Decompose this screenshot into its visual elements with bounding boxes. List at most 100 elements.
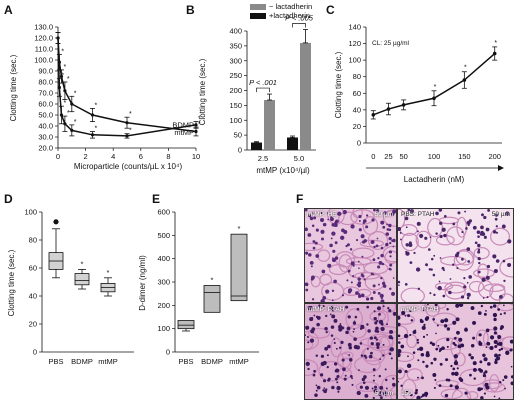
cell-nucleus — [373, 209, 376, 212]
cell-nucleus — [501, 224, 506, 229]
alveolar-wall — [341, 351, 354, 360]
cell-nucleus — [466, 292, 471, 297]
cell-nucleus — [409, 309, 412, 312]
cell-nucleus — [477, 248, 481, 252]
panel-c-point — [462, 78, 467, 82]
cell-nucleus — [398, 369, 402, 374]
cell-nucleus — [355, 291, 359, 295]
alveolar-wall — [310, 275, 321, 288]
panel-a-y-tick-label: 80.0 — [38, 78, 53, 87]
cell-nucleus — [478, 340, 481, 344]
alveolar-wall — [381, 304, 396, 314]
cell-nucleus — [441, 266, 445, 270]
cell-nucleus — [441, 227, 446, 232]
alveolar-wall — [400, 287, 425, 302]
cell-nucleus — [480, 225, 484, 230]
panel-e-box — [230, 233, 248, 302]
panel-a-series-bdmp-point — [194, 129, 198, 134]
cell-nucleus — [332, 249, 336, 253]
cell-nucleus — [452, 320, 457, 325]
cell-nucleus — [480, 396, 484, 399]
cell-nucleus — [386, 228, 390, 231]
cell-nucleus — [380, 296, 383, 300]
cell-nucleus — [470, 306, 475, 310]
cell-nucleus — [419, 233, 424, 238]
cell-nucleus — [419, 318, 423, 322]
cell-nucleus — [507, 263, 512, 268]
cell-nucleus — [445, 358, 449, 362]
cell-nucleus — [307, 367, 310, 371]
panel-a-series-bdmp-point — [59, 74, 64, 79]
cell-nucleus — [331, 385, 335, 390]
cell-nucleus — [360, 234, 365, 239]
panel-b-y-tick-label: 200 — [229, 86, 242, 95]
cell-nucleus — [387, 307, 390, 310]
cell-nucleus — [352, 274, 355, 278]
cell-nucleus — [398, 380, 400, 383]
panel-a-x-tick-label: 0 — [56, 152, 60, 161]
cell-nucleus — [356, 307, 360, 311]
cell-nucleus — [480, 304, 484, 308]
cell-nucleus — [444, 318, 449, 323]
cell-nucleus — [424, 391, 429, 396]
cell-nucleus — [421, 376, 424, 380]
cell-nucleus — [380, 246, 384, 250]
panel-b-y-tick-label: 350 — [229, 41, 242, 50]
cell-nucleus — [398, 322, 401, 327]
cell-nucleus — [362, 221, 366, 224]
cell-nucleus — [424, 236, 428, 240]
cell-nucleus — [498, 353, 501, 357]
panel-a-significance-star: * — [198, 121, 201, 128]
cell-nucleus — [398, 227, 402, 232]
cell-nucleus — [435, 332, 437, 335]
cell-nucleus — [329, 243, 333, 248]
cell-nucleus — [334, 377, 338, 381]
panel-e-y-tick-label: 300 — [157, 278, 170, 287]
cell-nucleus — [404, 283, 408, 286]
alveolar-wall — [348, 324, 367, 339]
panel-a-series-mtmp-point — [63, 122, 67, 126]
cell-nucleus — [379, 358, 382, 361]
cell-nucleus — [316, 316, 321, 320]
cell-nucleus — [382, 343, 385, 346]
panel-b-bar-minus-lactadherin — [264, 100, 275, 150]
cell-nucleus — [373, 310, 376, 313]
cell-nucleus — [392, 277, 395, 279]
cell-nucleus — [335, 219, 339, 224]
cell-nucleus — [346, 326, 351, 331]
alveolar-wall — [398, 351, 415, 363]
cell-nucleus — [307, 341, 310, 344]
cell-nucleus — [324, 346, 329, 351]
panel-a-significance-star: * — [63, 100, 66, 107]
cell-nucleus — [388, 223, 392, 228]
panel-b-y-tick-label: 100 — [229, 116, 242, 125]
cell-nucleus — [445, 378, 449, 382]
cell-nucleus — [398, 334, 401, 338]
panel-b-x-label: mtMP (x10⁴/µl) — [256, 166, 310, 175]
cell-nucleus — [455, 253, 459, 258]
tissue-texture — [305, 304, 396, 399]
cell-nucleus — [454, 385, 459, 390]
cell-nucleus — [485, 275, 490, 280]
cell-nucleus — [352, 321, 357, 325]
cell-nucleus — [374, 321, 378, 325]
alveolar-wall — [466, 391, 479, 399]
cell-nucleus — [336, 385, 341, 391]
cell-nucleus — [353, 337, 357, 341]
cell-nucleus — [477, 270, 481, 274]
cell-nucleus — [406, 363, 412, 369]
cell-nucleus — [342, 210, 347, 215]
cell-nucleus — [361, 255, 364, 258]
cell-nucleus — [415, 267, 421, 272]
cell-nucleus — [372, 396, 375, 399]
cell-nucleus — [458, 377, 462, 381]
cell-nucleus — [359, 385, 363, 389]
cell-nucleus — [309, 260, 314, 265]
cell-nucleus — [376, 237, 379, 240]
alveolar-wall — [468, 280, 485, 293]
cell-nucleus — [468, 353, 472, 357]
alveolar-wall — [381, 374, 396, 396]
cell-nucleus — [460, 295, 465, 299]
cell-nucleus — [510, 375, 513, 379]
cell-nucleus — [494, 358, 498, 362]
